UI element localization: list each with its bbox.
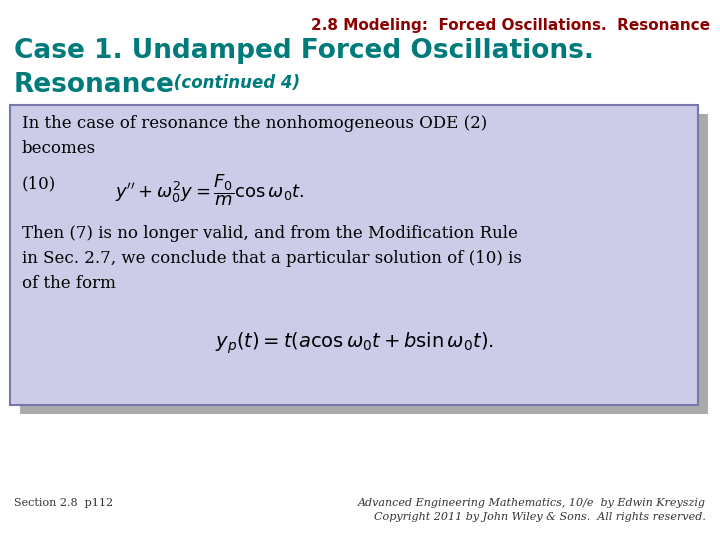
FancyBboxPatch shape (20, 114, 708, 414)
Text: (continued 4): (continued 4) (168, 74, 300, 92)
Text: Section 2.8  p112: Section 2.8 p112 (14, 498, 113, 508)
Text: $y'' + \omega_0^{2}y = \dfrac{F_0}{m}\cos\omega_0 t.$: $y'' + \omega_0^{2}y = \dfrac{F_0}{m}\co… (115, 172, 305, 208)
Text: Then (7) is no longer valid, and from the Modification Rule
in Sec. 2.7, we conc: Then (7) is no longer valid, and from th… (22, 225, 522, 292)
Text: Resonance: Resonance (14, 72, 175, 98)
Text: 2.8 Modeling:  Forced Oscillations.  Resonance: 2.8 Modeling: Forced Oscillations. Reson… (311, 18, 710, 33)
Text: $y_p(t) = t(a \cos \omega_0 t + b \sin \omega_0 t).$: $y_p(t) = t(a \cos \omega_0 t + b \sin \… (215, 330, 493, 355)
Text: (10): (10) (22, 175, 56, 192)
FancyBboxPatch shape (10, 105, 698, 405)
Text: Advanced Engineering Mathematics, 10/e  by Edwin Kreyszig
Copyright 2011 by John: Advanced Engineering Mathematics, 10/e b… (358, 498, 706, 522)
Text: Case 1. Undamped Forced Oscillations.: Case 1. Undamped Forced Oscillations. (14, 38, 594, 64)
Text: In the case of resonance the nonhomogeneous ODE (2)
becomes: In the case of resonance the nonhomogene… (22, 115, 487, 157)
